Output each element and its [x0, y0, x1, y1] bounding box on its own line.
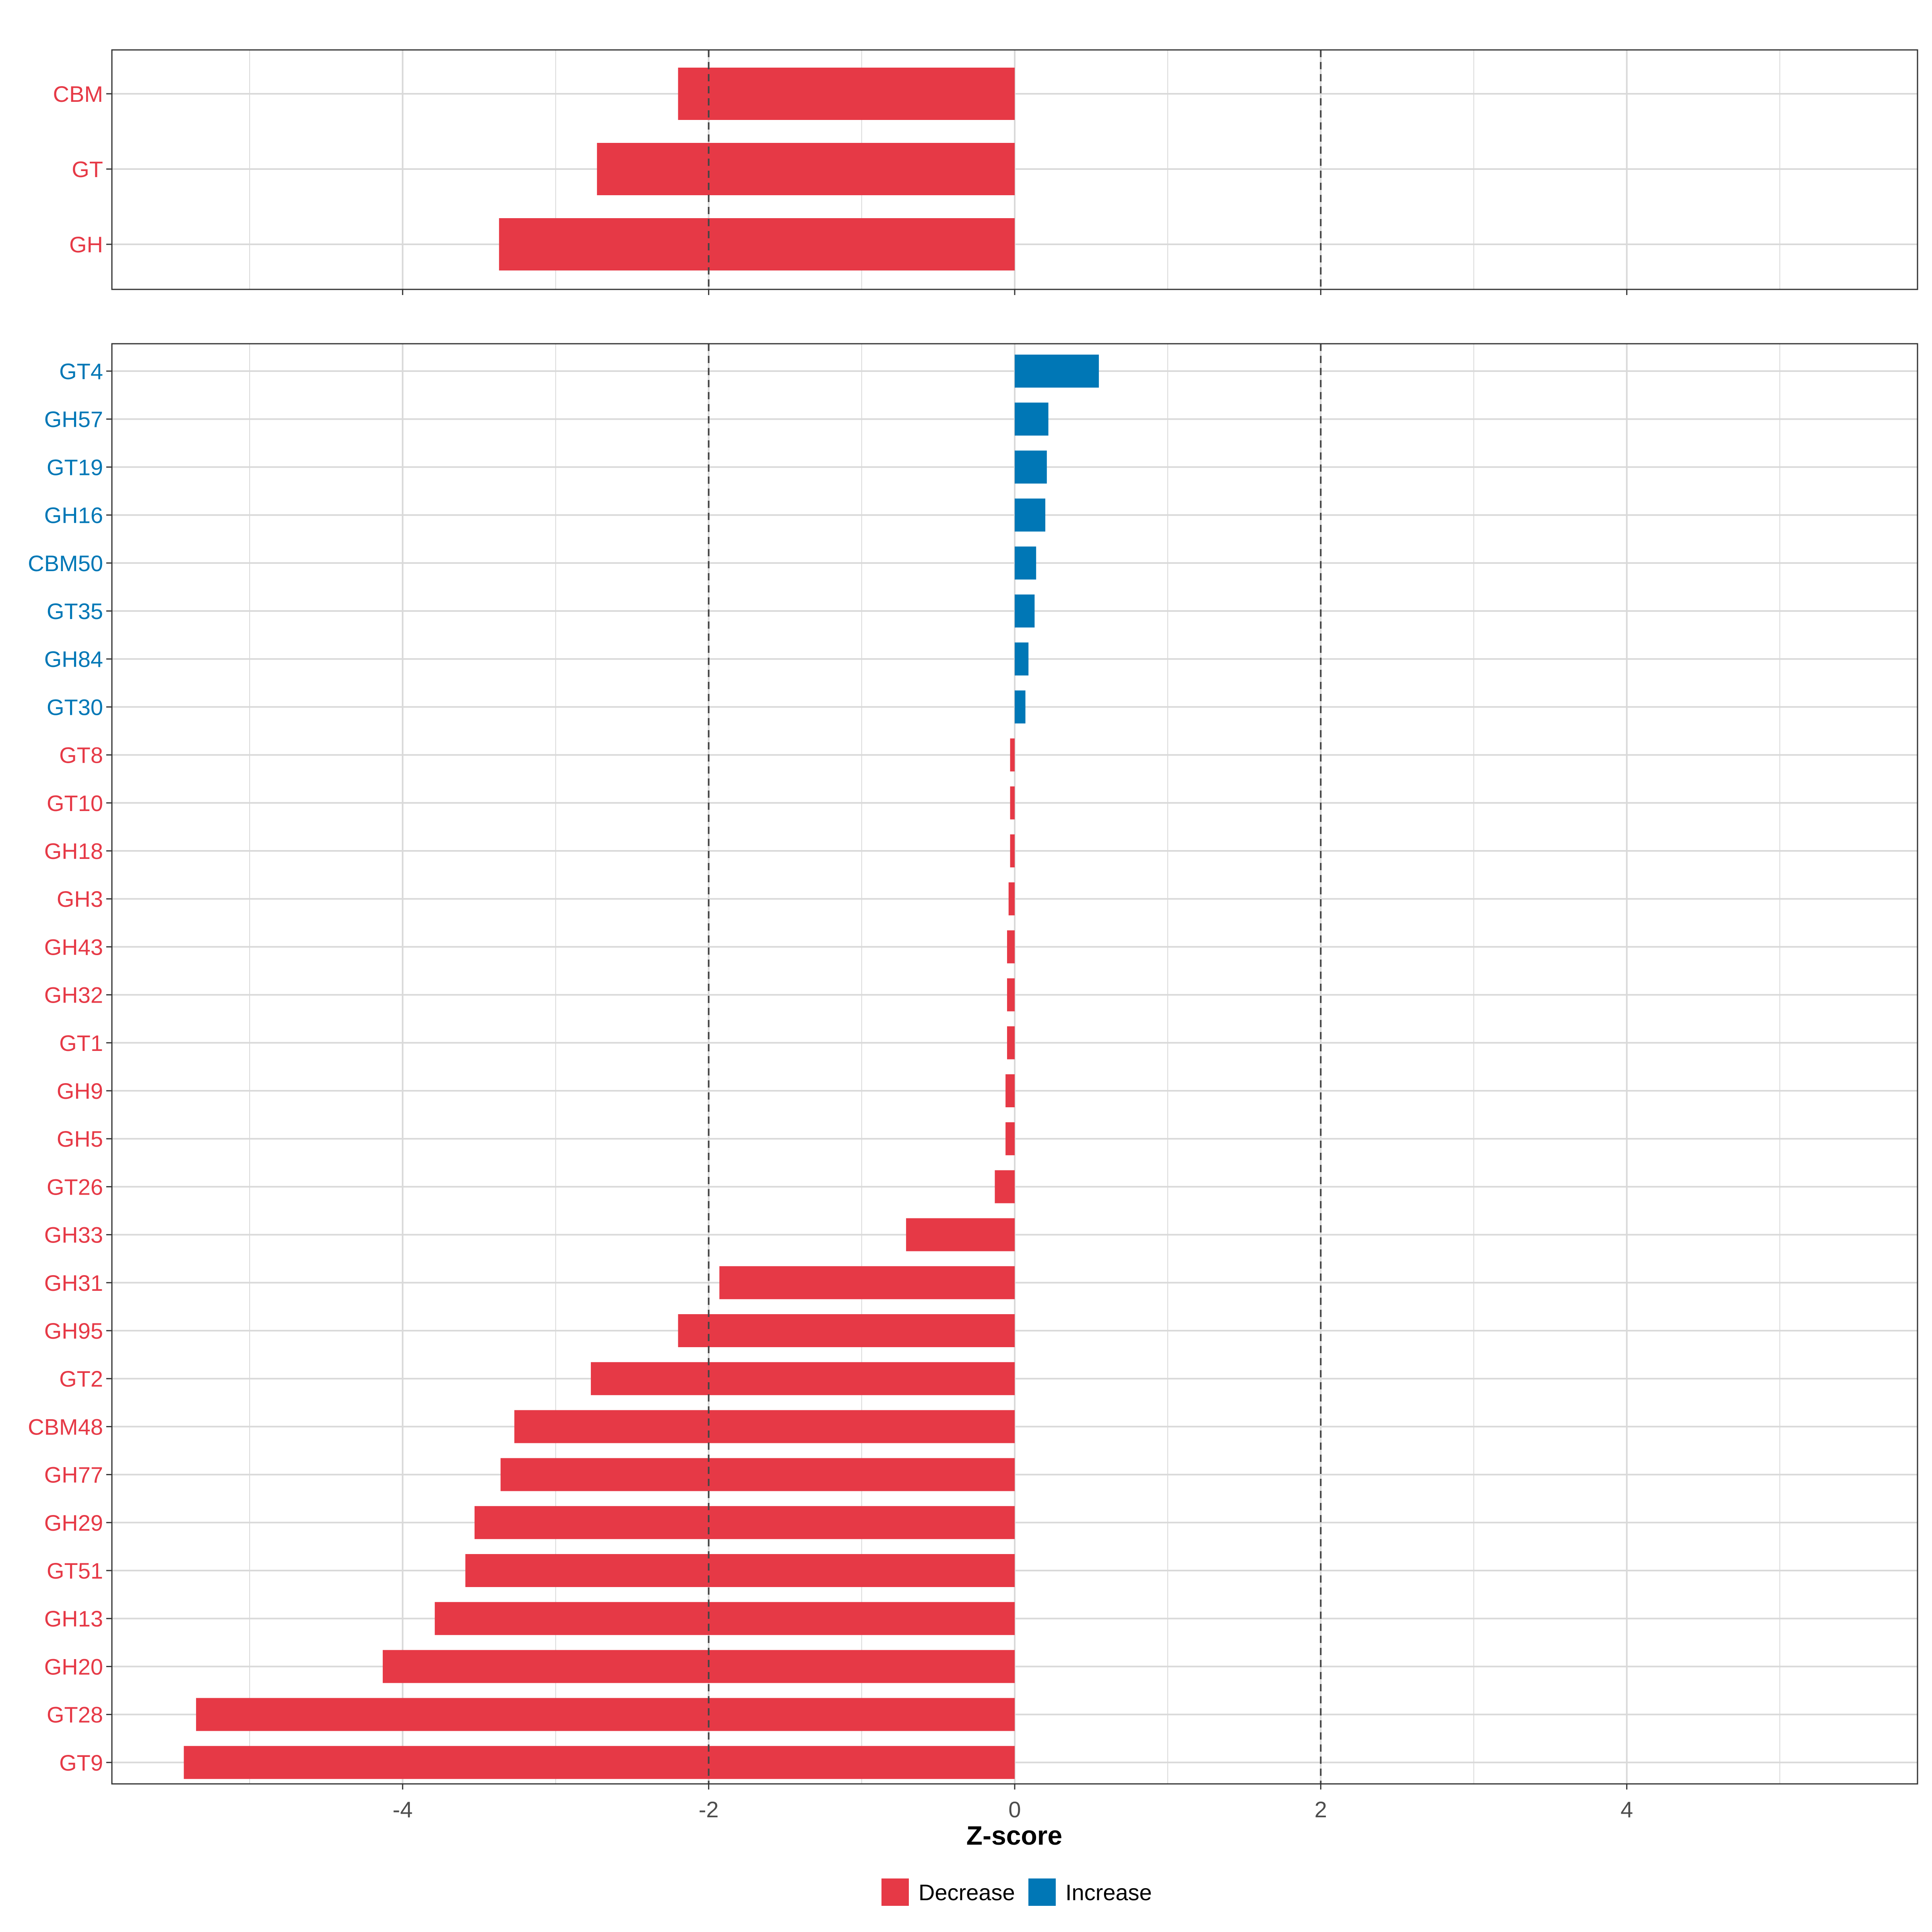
category-label: GH [69, 232, 103, 257]
legend-label-decrease: Decrease [919, 1880, 1015, 1905]
bar-gh18 [1010, 834, 1015, 867]
bar-gt28 [196, 1698, 1015, 1731]
category-label: CBM48 [28, 1414, 103, 1439]
category-label: GT [72, 157, 103, 182]
category-label: GH20 [44, 1654, 103, 1679]
bar-gt35 [1015, 594, 1035, 627]
bar-gh77 [500, 1458, 1015, 1491]
category-label: GH84 [44, 646, 103, 672]
category-label: GT2 [59, 1366, 103, 1391]
bar-gt1 [1007, 1026, 1015, 1059]
category-label: GH9 [57, 1078, 103, 1104]
category-label: GH95 [44, 1318, 103, 1344]
category-label: GH3 [57, 886, 103, 912]
category-label: GH16 [44, 503, 103, 528]
category-label: GT10 [47, 791, 103, 816]
x-tick-label: 4 [1620, 1797, 1633, 1822]
x-tick-label: -4 [392, 1797, 413, 1822]
bar-gh [499, 218, 1015, 270]
bar-gh3 [1008, 882, 1015, 916]
category-label: GT26 [47, 1174, 103, 1199]
category-label: GT8 [59, 743, 103, 768]
x-tick-label: 2 [1315, 1797, 1327, 1822]
category-label: GH57 [44, 407, 103, 432]
bar-gt2 [590, 1362, 1015, 1395]
category-label: GH13 [44, 1606, 103, 1631]
bar-gh84 [1015, 642, 1029, 676]
legend-label-increase: Increase [1065, 1880, 1152, 1905]
bar-gh29 [475, 1506, 1015, 1539]
bar-gt8 [1010, 738, 1015, 772]
bar-gt30 [1015, 690, 1026, 724]
bar-gt19 [1015, 450, 1047, 484]
category-label: GT1 [59, 1030, 103, 1056]
category-label: GH77 [44, 1462, 103, 1488]
category-label: GH18 [44, 838, 103, 864]
bar-gh32 [1007, 978, 1015, 1011]
category-label: GT28 [47, 1702, 103, 1728]
bar-gh20 [382, 1650, 1015, 1683]
category-label: GT35 [47, 599, 103, 624]
category-label: GH5 [57, 1126, 103, 1152]
category-label: GH43 [44, 934, 103, 960]
panel-bottom: GT4 GH57 GT19 GH16 CBM50 GT35 GH84 GT30 GT8 GT10 G… [28, 343, 1918, 1790]
bar-gh5 [1005, 1122, 1015, 1156]
category-label: GH32 [44, 983, 103, 1008]
bar-gh16 [1015, 498, 1046, 532]
panel-top: CBM GT GH [53, 49, 1918, 295]
bar-cbm48 [514, 1410, 1015, 1443]
bar-gh33 [906, 1218, 1015, 1251]
category-label: GT30 [47, 694, 103, 720]
bar-gh95 [678, 1314, 1015, 1347]
category-label: GT19 [47, 454, 103, 480]
legend-swatch-decrease [881, 1878, 909, 1906]
legend-swatch-increase [1028, 1878, 1056, 1906]
bar-gh13 [435, 1602, 1015, 1635]
category-label: GT51 [47, 1558, 103, 1583]
x-axis-title: Z-score [966, 1821, 1062, 1850]
category-label: GH29 [44, 1510, 103, 1536]
bar-gh57 [1015, 402, 1049, 436]
x-tick-label: -2 [699, 1797, 719, 1822]
category-label: GT9 [59, 1750, 103, 1775]
category-label: GH33 [44, 1222, 103, 1248]
legend: Decrease Increase [881, 1878, 1152, 1906]
bar-gt9 [184, 1746, 1015, 1779]
x-axis: -4 -2 0 2 4 [392, 1797, 1633, 1822]
category-label: GH31 [44, 1270, 103, 1296]
category-label: GT4 [59, 359, 103, 384]
bar-gt26 [995, 1170, 1015, 1203]
bar-gh43 [1007, 930, 1015, 964]
x-tick-label: 0 [1008, 1797, 1021, 1822]
bar-gt [597, 143, 1015, 195]
bar-gh31 [719, 1266, 1015, 1299]
category-label: CBM50 [28, 551, 103, 576]
bar-gt4 [1015, 355, 1099, 388]
bar-gt51 [465, 1554, 1015, 1587]
bar-cbm [678, 68, 1015, 120]
category-label: CBM [53, 81, 103, 107]
bar-cbm50 [1015, 546, 1036, 580]
bar-gh9 [1005, 1074, 1015, 1107]
bar-gt10 [1010, 786, 1015, 819]
